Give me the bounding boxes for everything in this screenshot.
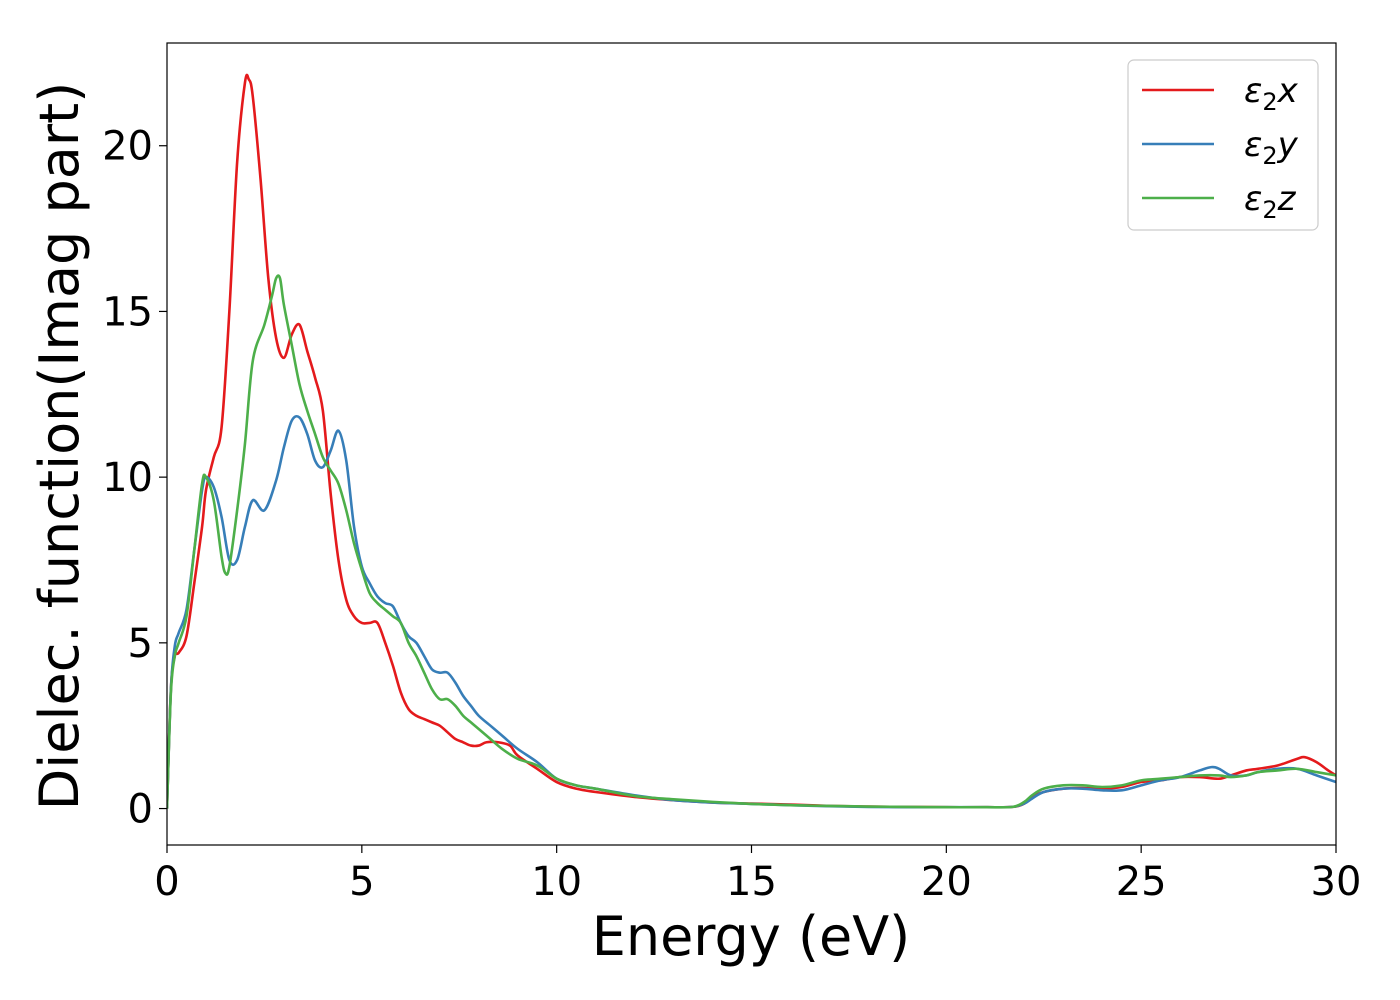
legend-label-x: ε2x	[1244, 71, 1299, 116]
y-tick-label: 5	[128, 621, 153, 667]
y-axis-label: Dielec. function(Imag part)	[28, 82, 91, 811]
series-line-z	[167, 274, 1336, 809]
x-tick-label: 10	[531, 859, 582, 905]
y-tick-label: 0	[128, 787, 153, 833]
y-tick-label: 10	[102, 455, 153, 501]
x-tick-label: 30	[1311, 859, 1362, 905]
legend-box	[1127, 59, 1319, 231]
legend-label-y: ε2y	[1244, 125, 1299, 170]
series-line-y	[167, 414, 1336, 809]
y-axis-ticks: 0 5 10 15 20	[102, 124, 167, 833]
series-line-x	[167, 73, 1336, 809]
x-tick-label: 0	[154, 859, 179, 905]
x-axis-ticks: 0 5 10 15 20 25 30	[154, 845, 1361, 905]
legend-label-z: ε2z	[1244, 179, 1297, 224]
plot-lines	[167, 73, 1336, 809]
x-tick-label: 5	[349, 859, 374, 905]
y-tick-label: 15	[102, 289, 153, 335]
legend: ε2x ε2y ε2z	[1127, 59, 1319, 231]
y-tick-label: 20	[102, 124, 153, 170]
x-axis-label: Energy (eV)	[592, 905, 911, 968]
x-tick-label: 25	[1116, 859, 1167, 905]
x-tick-label: 20	[921, 859, 972, 905]
x-tick-label: 15	[726, 859, 777, 905]
